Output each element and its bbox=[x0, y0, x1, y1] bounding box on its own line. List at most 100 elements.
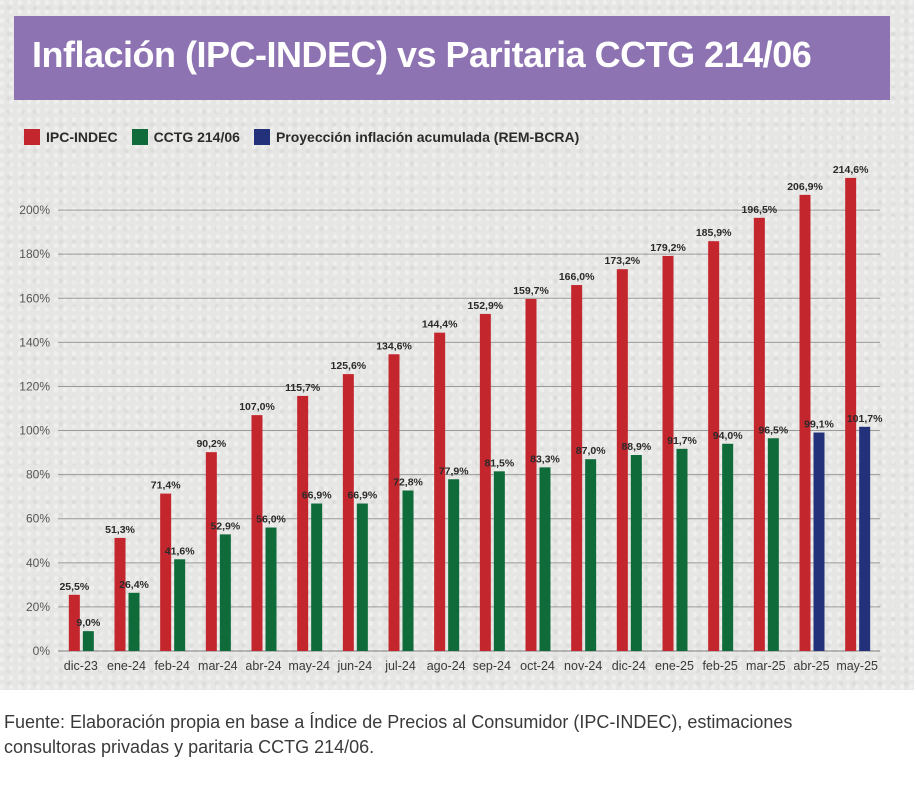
data-label-cctg: 56,0% bbox=[256, 514, 286, 526]
data-label-cctg: 77,9% bbox=[439, 465, 469, 477]
bar-cctg-214-06 bbox=[402, 490, 414, 651]
legend-swatch-rem bbox=[253, 129, 270, 145]
y-tick-label: 160% bbox=[19, 291, 50, 305]
data-label-cctg: 81,5% bbox=[484, 457, 514, 469]
x-tick-label: mar-24 bbox=[198, 659, 238, 673]
data-label-cctg: 52,9% bbox=[210, 520, 240, 532]
data-label-ipc-indec: 51,3% bbox=[105, 524, 135, 536]
legend-swatch-cctg bbox=[131, 129, 148, 145]
data-label-ipc-indec: 185,9% bbox=[696, 227, 732, 239]
x-tick-label: nov-24 bbox=[564, 659, 602, 673]
data-label-cctg: 87,0% bbox=[576, 445, 606, 457]
bar-ipc-indec bbox=[251, 415, 263, 651]
bar-ipc-indec bbox=[114, 537, 126, 651]
legend-item-ipc: IPC-INDEC bbox=[24, 129, 118, 145]
y-tick-label: 60% bbox=[26, 512, 50, 526]
data-label-cctg: 94,0% bbox=[713, 430, 743, 442]
y-tick-label: 80% bbox=[26, 468, 50, 482]
x-tick-label: ene-25 bbox=[655, 659, 694, 673]
data-label-ipc-indec: 107,0% bbox=[239, 401, 275, 413]
bar-ipc-indec bbox=[571, 285, 583, 651]
x-tick-label: ago-24 bbox=[427, 659, 466, 673]
data-label-cctg: 9,0% bbox=[76, 617, 101, 629]
bar-chart: 0% 20% 40% 60% 80% 100% 120% 140% 160% 180% 200% 25… bbox=[19, 164, 883, 673]
x-tick-label: jul-24 bbox=[384, 659, 416, 673]
data-label-ipc-indec: 166,0% bbox=[559, 271, 595, 283]
data-label-ipc-indec: 134,6% bbox=[376, 340, 412, 352]
bar-cctg-214-06 bbox=[265, 527, 277, 651]
bar-cctg-214-06 bbox=[676, 448, 688, 651]
bar-ipc-indec bbox=[525, 298, 537, 651]
data-label-ipc-indec: 90,2% bbox=[196, 438, 226, 450]
y-tick-label: 140% bbox=[19, 335, 50, 349]
legend-label-ipc: IPC-INDEC bbox=[46, 129, 118, 145]
legend-item-cctg: CCTG 214/06 bbox=[131, 129, 240, 145]
bar-ipc-indec bbox=[160, 493, 172, 651]
data-label-ipc-indec: 115,7% bbox=[285, 382, 321, 394]
x-tick-label: ene-24 bbox=[107, 659, 146, 673]
bar-ipc-indec bbox=[799, 194, 811, 651]
title-banner: Inflación (IPC-INDEC) vs Paritaria CCTG … bbox=[14, 16, 890, 100]
chart-title: Inflación (IPC-INDEC) vs Paritaria CCTG … bbox=[32, 34, 812, 75]
bar-ipc-indec bbox=[708, 241, 720, 652]
y-tick-label: 180% bbox=[19, 247, 50, 261]
source-footnote: Fuente: Elaboración propia en base a Índ… bbox=[4, 712, 793, 757]
y-tick-label: 120% bbox=[19, 379, 50, 393]
data-label-cctg: 72,8% bbox=[393, 477, 423, 489]
data-label-cctg: 66,9% bbox=[347, 490, 377, 502]
bar-ipc-indec bbox=[845, 177, 857, 651]
x-tick-label: feb-24 bbox=[154, 659, 189, 673]
data-label-ipc-indec: 71,4% bbox=[151, 480, 181, 492]
data-label-ipc-indec: 125,6% bbox=[331, 360, 367, 372]
data-label-ipc-indec: 152,9% bbox=[468, 300, 504, 312]
data-label-ipc-indec: 159,7% bbox=[513, 285, 549, 297]
data-label-cctg: 88,9% bbox=[621, 441, 651, 453]
data-label-cctg: 26,4% bbox=[119, 579, 149, 591]
x-tick-label: dic-24 bbox=[612, 659, 646, 673]
data-label-cctg: 96,5% bbox=[758, 424, 788, 436]
data-label-cctg: 99,1% bbox=[804, 419, 834, 431]
x-tick-label: mar-25 bbox=[746, 659, 786, 673]
bar-cctg-214-06 bbox=[493, 471, 505, 651]
bar-cctg-214-06 bbox=[356, 503, 368, 651]
bar-cctg-214-06 bbox=[539, 467, 551, 651]
y-tick-label: 20% bbox=[26, 600, 50, 614]
bar-cctg-214-06 bbox=[630, 455, 642, 651]
x-tick-label: may-25 bbox=[836, 659, 878, 673]
bar-ipc-indec bbox=[342, 374, 354, 651]
x-tick-label: may-24 bbox=[288, 659, 330, 673]
data-label-cctg: 41,6% bbox=[165, 545, 195, 557]
data-label-cctg: 66,9% bbox=[302, 490, 332, 502]
data-label-cctg: 83,3% bbox=[530, 453, 560, 465]
bar-ipc-indec bbox=[434, 332, 446, 651]
data-label-ipc-indec: 214,6% bbox=[833, 164, 869, 176]
legend-label-rem: Proyección inflación acumulada (REM-BCRA… bbox=[275, 129, 580, 145]
bar-ipc-indec bbox=[662, 255, 674, 652]
data-label-ipc-indec: 179,2% bbox=[650, 242, 686, 254]
bar-cctg-214-06 bbox=[219, 534, 231, 651]
data-label-ipc-indec: 196,5% bbox=[742, 204, 778, 216]
bar-cctg-214-06 bbox=[448, 479, 460, 651]
bar-cctg-214-06 bbox=[311, 503, 323, 651]
bar-cctg-214-06 bbox=[585, 459, 597, 651]
legend-swatch-ipc bbox=[24, 129, 40, 145]
data-label-ipc-indec: 173,2% bbox=[605, 255, 641, 267]
x-tick-label: oct-24 bbox=[520, 659, 555, 673]
bar-cctg-214-06 bbox=[722, 443, 734, 651]
y-tick-label: 200% bbox=[19, 203, 50, 217]
x-tick-label: jun-24 bbox=[336, 659, 372, 673]
legend-label-cctg: CCTG 214/06 bbox=[153, 129, 240, 145]
legend: IPC-INDEC CCTG 214/06 Proyección inflaci… bbox=[24, 126, 579, 148]
data-label-cctg: 91,7% bbox=[667, 435, 697, 447]
y-tick-label: 100% bbox=[19, 424, 50, 438]
x-tick-label: abr-25 bbox=[793, 659, 829, 673]
data-label-cctg: 101,7% bbox=[847, 413, 883, 425]
bar-ipc-indec bbox=[616, 269, 628, 651]
data-label-ipc-indec: 25,5% bbox=[59, 581, 89, 593]
legend-item-rem: Proyección inflación acumulada (REM-BCRA… bbox=[253, 129, 580, 145]
y-tick-label: 40% bbox=[26, 556, 50, 570]
bar-ipc-indec bbox=[388, 354, 400, 651]
bar-ipc-indec bbox=[205, 452, 217, 651]
x-tick-label: dic-23 bbox=[64, 659, 98, 673]
x-tick-label: sep-24 bbox=[473, 659, 511, 673]
